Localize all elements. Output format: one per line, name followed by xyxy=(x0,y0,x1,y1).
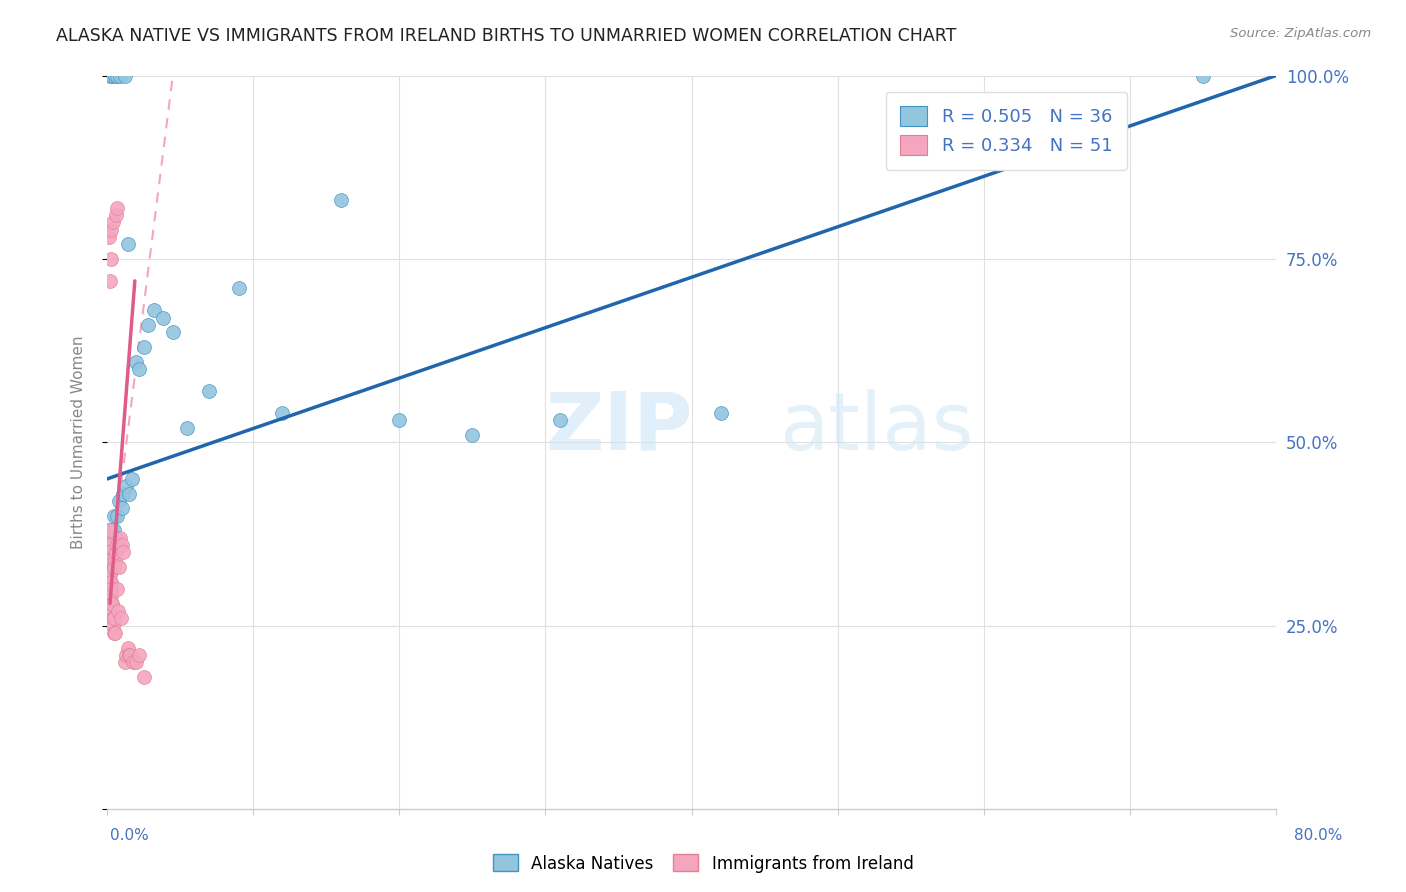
Point xyxy=(107,494,129,508)
Point xyxy=(121,472,143,486)
Point xyxy=(114,655,136,669)
Point xyxy=(125,354,148,368)
Point xyxy=(111,538,134,552)
Point xyxy=(122,655,145,669)
Point xyxy=(115,648,138,662)
Point xyxy=(98,567,121,582)
Point xyxy=(120,648,142,662)
Point xyxy=(117,640,139,655)
Text: ZIP: ZIP xyxy=(546,389,693,467)
Point xyxy=(100,582,122,596)
Point xyxy=(118,648,141,662)
Point xyxy=(117,237,139,252)
Point xyxy=(103,560,125,574)
Point xyxy=(118,486,141,500)
Point xyxy=(198,384,221,398)
Text: 80.0%: 80.0% xyxy=(1295,828,1343,843)
Point xyxy=(271,406,294,420)
Point xyxy=(710,406,733,420)
Point xyxy=(132,340,155,354)
Point xyxy=(108,560,131,574)
Point xyxy=(136,318,159,332)
Point xyxy=(105,69,128,83)
Point xyxy=(98,574,121,589)
Point xyxy=(115,479,138,493)
Point xyxy=(100,252,122,266)
Point xyxy=(97,545,120,559)
Point xyxy=(97,538,120,552)
Point xyxy=(100,222,122,236)
Point xyxy=(104,626,127,640)
Point xyxy=(128,648,150,662)
Point xyxy=(103,508,125,523)
Point xyxy=(107,604,129,618)
Point xyxy=(111,501,134,516)
Point xyxy=(461,428,484,442)
Point xyxy=(125,655,148,669)
Point xyxy=(103,611,125,625)
Legend: Alaska Natives, Immigrants from Ireland: Alaska Natives, Immigrants from Ireland xyxy=(486,847,920,880)
Text: ALASKA NATIVE VS IMMIGRANTS FROM IRELAND BIRTHS TO UNMARRIED WOMEN CORRELATION C: ALASKA NATIVE VS IMMIGRANTS FROM IRELAND… xyxy=(56,27,956,45)
Point xyxy=(103,626,125,640)
Point xyxy=(110,69,132,83)
Point xyxy=(162,325,184,339)
Point xyxy=(103,523,125,537)
Point xyxy=(104,69,127,83)
Text: 0.0%: 0.0% xyxy=(110,828,149,843)
Point xyxy=(97,531,120,545)
Point xyxy=(101,611,124,625)
Point xyxy=(112,486,135,500)
Text: Source: ZipAtlas.com: Source: ZipAtlas.com xyxy=(1230,27,1371,40)
Point xyxy=(98,582,121,596)
Point xyxy=(104,545,127,559)
Point xyxy=(101,215,124,229)
Text: atlas: atlas xyxy=(779,389,973,467)
Point xyxy=(228,281,250,295)
Point xyxy=(98,230,121,244)
Point xyxy=(100,597,122,611)
Point xyxy=(128,362,150,376)
Legend: R = 0.505   N = 36, R = 0.334   N = 51: R = 0.505 N = 36, R = 0.334 N = 51 xyxy=(886,92,1126,169)
Point xyxy=(101,69,124,83)
Point xyxy=(105,582,128,596)
Point xyxy=(1192,69,1215,83)
Point xyxy=(114,69,136,83)
Point xyxy=(98,274,121,288)
Point xyxy=(105,508,128,523)
Point xyxy=(101,604,124,618)
Point xyxy=(97,552,120,566)
Point xyxy=(329,193,352,207)
Point xyxy=(110,531,132,545)
Point xyxy=(100,574,122,589)
Point xyxy=(100,552,122,566)
Point xyxy=(107,538,129,552)
Point xyxy=(152,310,174,325)
Point xyxy=(98,560,121,574)
Point xyxy=(110,611,132,625)
Point xyxy=(104,552,127,566)
Point xyxy=(98,567,121,582)
Point xyxy=(98,523,121,537)
Point xyxy=(98,523,121,537)
Point xyxy=(112,545,135,559)
Point xyxy=(388,413,411,427)
Point xyxy=(104,208,127,222)
Point xyxy=(100,589,122,603)
Point xyxy=(100,538,122,552)
Point xyxy=(105,201,128,215)
Point xyxy=(105,538,128,552)
Y-axis label: Births to Unmarried Women: Births to Unmarried Women xyxy=(72,335,86,549)
Point xyxy=(100,567,122,582)
Point xyxy=(132,670,155,684)
Point xyxy=(98,69,121,83)
Point xyxy=(548,413,571,427)
Point xyxy=(142,303,165,318)
Point xyxy=(103,618,125,632)
Point xyxy=(101,597,124,611)
Point xyxy=(176,420,198,434)
Point xyxy=(104,531,127,545)
